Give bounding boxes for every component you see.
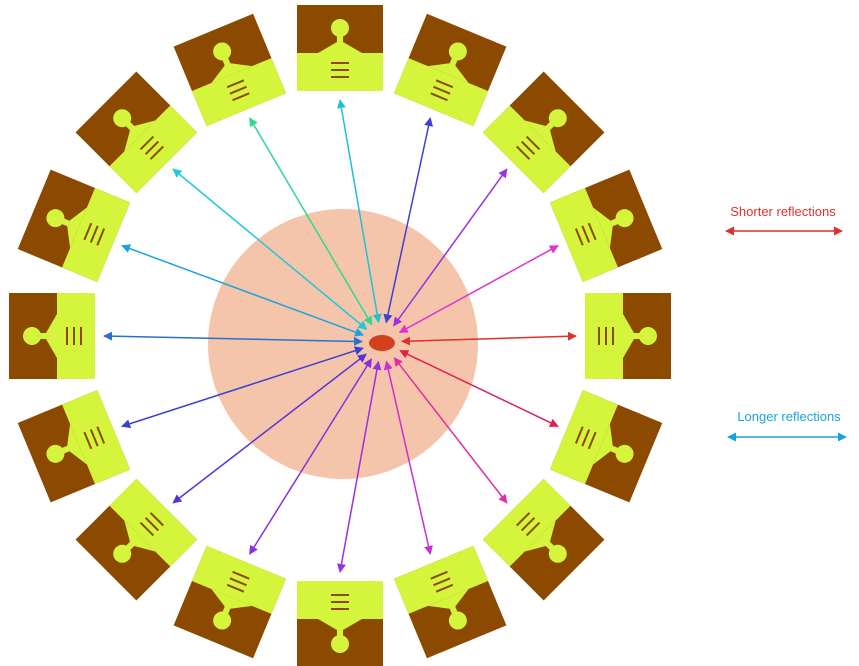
feed xyxy=(211,589,253,622)
antenna xyxy=(297,581,383,666)
slot xyxy=(433,577,451,587)
feed xyxy=(524,520,560,556)
antenna xyxy=(17,169,131,282)
slot xyxy=(516,145,531,160)
slot xyxy=(232,570,250,580)
feed xyxy=(120,520,156,556)
feed xyxy=(120,116,156,152)
slot xyxy=(232,92,250,102)
ground xyxy=(109,478,198,567)
ground xyxy=(585,293,623,379)
slot xyxy=(139,521,155,537)
feed xyxy=(427,50,469,83)
slot xyxy=(229,85,247,95)
ground xyxy=(297,53,383,91)
slot xyxy=(83,431,93,450)
ground xyxy=(482,478,571,567)
feed xyxy=(54,423,87,465)
ground xyxy=(297,581,383,619)
feed xyxy=(211,50,253,83)
slot xyxy=(144,140,159,155)
feed xyxy=(54,207,87,249)
antenna xyxy=(173,13,286,127)
feed xyxy=(427,589,469,622)
slot xyxy=(89,225,99,243)
slot xyxy=(435,583,454,593)
feed xyxy=(318,28,362,53)
ground xyxy=(191,58,286,127)
slot xyxy=(574,228,584,246)
feed xyxy=(593,423,626,465)
slot xyxy=(574,426,584,444)
reflection-arrow xyxy=(336,99,382,324)
ground xyxy=(394,545,489,614)
slot xyxy=(435,79,454,89)
antenna xyxy=(549,390,663,503)
antenna xyxy=(297,5,383,91)
feed xyxy=(318,619,362,644)
target xyxy=(369,335,395,351)
legend-label: Shorter reflections xyxy=(730,204,836,219)
slot xyxy=(96,228,106,246)
antenna xyxy=(585,293,671,379)
antenna xyxy=(173,545,286,659)
slot xyxy=(96,426,106,444)
reflection-arrow xyxy=(383,360,433,555)
antenna xyxy=(394,545,507,659)
slot xyxy=(516,512,531,527)
slot xyxy=(433,85,451,95)
antenna xyxy=(482,71,605,194)
antenna xyxy=(394,13,507,127)
slot xyxy=(430,570,448,580)
slot xyxy=(521,517,536,532)
feed xyxy=(593,207,626,249)
slot xyxy=(430,92,448,102)
slot xyxy=(525,135,541,151)
slot xyxy=(144,517,159,532)
feed xyxy=(623,314,648,358)
ground xyxy=(191,545,286,614)
ground xyxy=(62,390,131,485)
legend-label: Longer reflections xyxy=(737,409,841,424)
feed xyxy=(524,116,560,152)
slot xyxy=(139,135,155,151)
ground xyxy=(394,58,489,127)
antenna xyxy=(9,293,95,379)
slot xyxy=(581,225,591,243)
ground xyxy=(549,187,618,282)
slot xyxy=(229,577,247,587)
reflection-arrows xyxy=(103,99,577,573)
feed xyxy=(32,314,57,358)
antenna xyxy=(17,390,131,503)
slot xyxy=(581,429,591,447)
slot xyxy=(521,140,536,155)
slot xyxy=(149,145,164,160)
slot xyxy=(525,521,541,537)
antenna xyxy=(549,169,663,282)
antenna xyxy=(75,478,198,601)
ground xyxy=(109,105,198,194)
ground xyxy=(549,390,618,485)
slot xyxy=(226,79,245,89)
reflection-arrow xyxy=(398,245,559,334)
reflection-arrow xyxy=(121,346,364,429)
slot xyxy=(83,222,93,241)
slot xyxy=(226,583,245,593)
slot xyxy=(587,222,597,241)
target-zone xyxy=(208,209,478,479)
slot xyxy=(587,431,597,450)
ground xyxy=(482,105,571,194)
ground xyxy=(62,187,131,282)
reflection-arrow xyxy=(103,331,363,346)
ground xyxy=(57,293,95,379)
antenna xyxy=(482,478,605,601)
reflection-arrow xyxy=(401,331,577,346)
antenna xyxy=(75,71,198,194)
slot xyxy=(89,429,99,447)
slot xyxy=(149,512,164,527)
